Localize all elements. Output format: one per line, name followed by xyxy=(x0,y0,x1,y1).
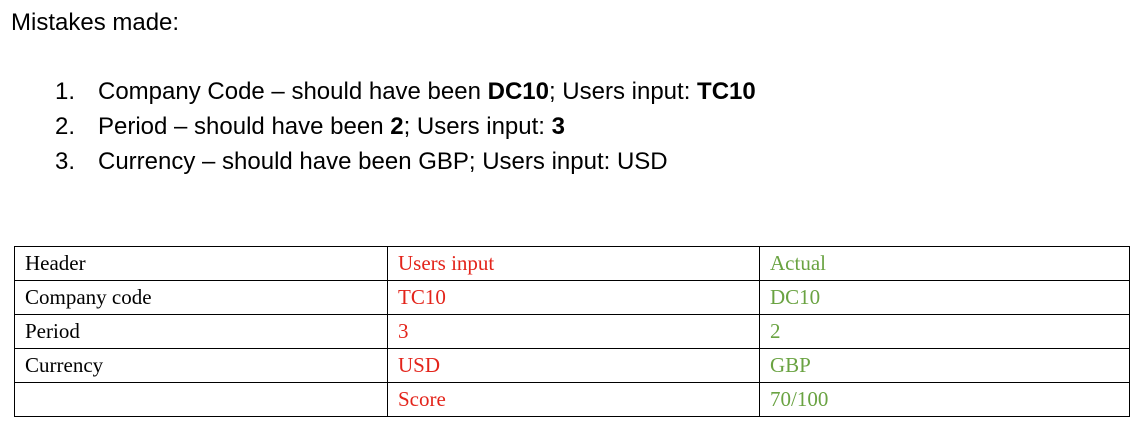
mistake-text: ; Users input: xyxy=(403,113,552,140)
table-cell-header xyxy=(14,382,388,417)
table-cell-users-input: USD xyxy=(387,348,760,383)
score-row: Score 70/100 xyxy=(14,382,1130,417)
list-number: 1. xyxy=(55,78,76,105)
expected-value: DC10 xyxy=(487,78,549,105)
table-row: Company code TC10 DC10 xyxy=(14,280,1130,315)
mistakes-list: 1. Company Code – should have been DC10; … xyxy=(55,74,756,179)
user-value: USD xyxy=(616,148,668,175)
expected-value: GBP xyxy=(418,148,469,175)
column-header-actual: Actual xyxy=(759,246,1130,281)
table-row: Period 3 2 xyxy=(14,314,1130,349)
user-value: 3 xyxy=(551,113,565,140)
table-cell-header: Currency xyxy=(14,348,388,383)
table-cell-actual: GBP xyxy=(759,348,1130,383)
page-title: Mistakes made: xyxy=(11,9,180,36)
table-header-row: Header Users input Actual xyxy=(14,246,1130,281)
table-cell-users-input: 3 xyxy=(387,314,760,349)
list-number: 2. xyxy=(55,113,76,140)
mistake-item: 3. Currency – should have been GBP; Users… xyxy=(55,144,756,179)
table-row: Currency USD GBP xyxy=(14,348,1130,383)
score-value: 70/100 xyxy=(759,382,1130,417)
table-cell-actual: DC10 xyxy=(759,280,1130,315)
table-cell-header: Period xyxy=(14,314,388,349)
comparison-table: Header Users input Actual Company code T… xyxy=(14,246,1130,417)
mistake-text: – should have been xyxy=(264,78,488,105)
mistake-text: ; Users input: xyxy=(548,78,698,105)
mistake-field: Company Code xyxy=(98,78,265,105)
mistake-field: Period xyxy=(98,113,168,140)
mistake-text: – should have been xyxy=(167,113,391,140)
score-label: Score xyxy=(387,382,760,417)
list-number: 3. xyxy=(55,148,76,175)
table-cell-users-input: TC10 xyxy=(387,280,760,315)
mistake-text: – should have been xyxy=(195,148,419,175)
column-header-users-input: Users input xyxy=(387,246,760,281)
mistake-item: 1. Company Code – should have been DC10; … xyxy=(55,74,756,109)
table-cell-actual: 2 xyxy=(759,314,1130,349)
expected-value: 2 xyxy=(390,113,404,140)
table-cell-header: Company code xyxy=(14,280,388,315)
mistake-item: 2. Period – should have been 2; Users inp… xyxy=(55,109,756,144)
user-value: TC10 xyxy=(697,78,756,105)
mistake-field: Currency xyxy=(98,148,196,175)
column-header-header: Header xyxy=(14,246,388,281)
mistake-text: ; Users input: xyxy=(468,148,617,175)
